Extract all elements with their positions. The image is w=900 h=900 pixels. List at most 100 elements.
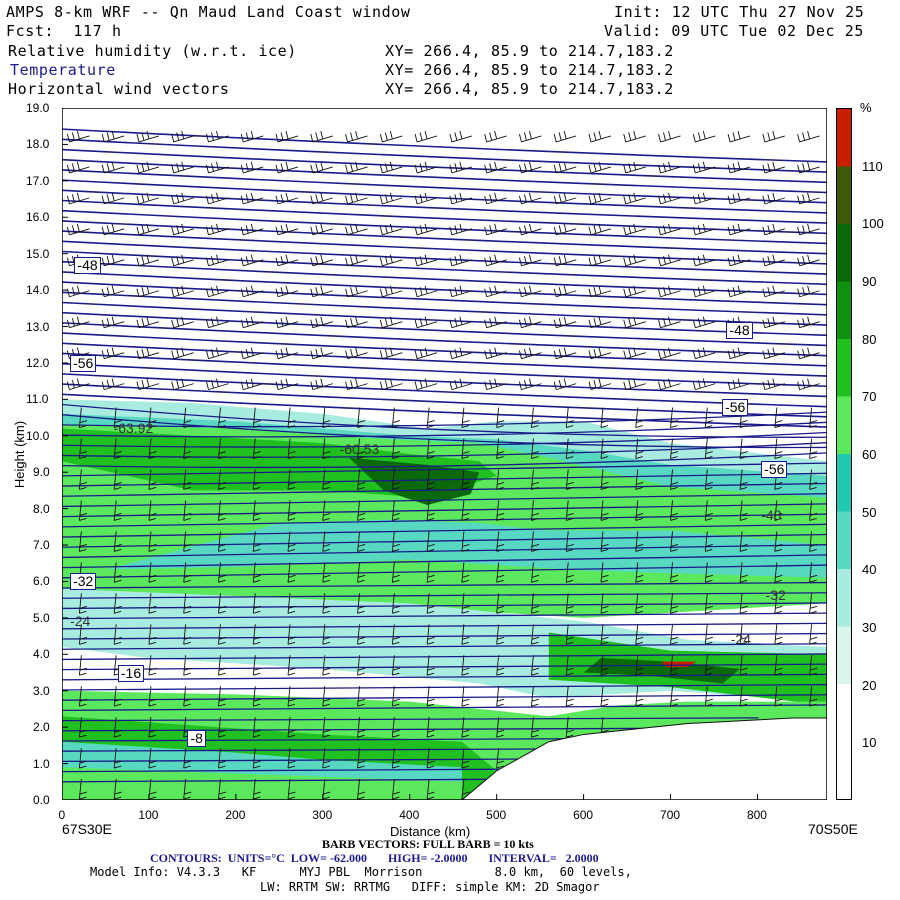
wind-barb — [322, 624, 331, 645]
wind-barb — [136, 130, 160, 143]
wind-barb — [727, 161, 751, 174]
wind-barb — [240, 347, 264, 360]
wind-barb — [704, 469, 713, 490]
colorbar — [836, 108, 852, 800]
wind-barb — [496, 593, 505, 614]
wind-barb — [762, 316, 785, 329]
temperature-contour — [62, 564, 827, 579]
wind-barb — [461, 655, 470, 676]
temperature-contour — [62, 128, 827, 163]
wind-barb — [588, 223, 612, 236]
wind-barb — [218, 500, 227, 521]
wind-barb — [449, 254, 473, 267]
wind-barb — [66, 161, 90, 174]
wind-barb — [252, 686, 261, 707]
y-tick-label: 13.0 — [26, 319, 50, 334]
wind-barb — [287, 655, 296, 676]
wind-barb — [275, 254, 299, 267]
wind-barb — [66, 285, 90, 298]
y-tick-label: 9.0 — [33, 465, 50, 480]
wind-barb — [218, 655, 227, 676]
wind-barb — [78, 438, 88, 459]
temperature-contour — [62, 533, 827, 548]
contour-label: -32 — [765, 587, 786, 604]
wind-barb — [322, 500, 331, 521]
wind-barb — [310, 316, 333, 329]
colorbar-tick-label: 10 — [862, 735, 877, 751]
wind-barb — [78, 407, 88, 429]
wind-barb — [449, 192, 473, 205]
wind-barb — [252, 779, 261, 800]
wind-barb — [449, 347, 473, 360]
wind-barb — [670, 500, 679, 521]
wind-barb — [287, 779, 296, 800]
contour-label: -8 — [187, 730, 206, 748]
wind-barb — [136, 254, 160, 267]
wind-barb — [809, 655, 818, 676]
wind-barb — [426, 655, 435, 676]
wind-barb — [797, 192, 820, 205]
wind-barb — [530, 717, 540, 738]
wind-barb — [310, 192, 333, 205]
wind-barb — [148, 593, 157, 614]
wind-barb — [113, 748, 122, 769]
wind-barb — [600, 407, 609, 429]
wind-barb — [530, 469, 540, 490]
wind-barb — [66, 223, 90, 236]
wind-barb — [623, 223, 646, 236]
temperature-contour — [62, 250, 827, 286]
wind-barb — [565, 686, 574, 707]
temperature-contour — [62, 311, 827, 347]
wind-barb — [496, 655, 505, 676]
wind-barb — [426, 686, 435, 707]
wind-barb — [275, 347, 299, 360]
wind-barb — [113, 438, 122, 459]
wind-barb — [553, 192, 577, 205]
wind-barb — [565, 407, 574, 429]
y-tick-label: 0.0 — [33, 793, 50, 807]
wind-barb — [287, 407, 296, 429]
wind-barb — [600, 686, 609, 707]
wind-barb — [113, 500, 122, 521]
wind-barb — [774, 407, 783, 429]
wind-barb — [553, 254, 577, 267]
wind-barb — [692, 316, 716, 329]
wind-barb — [183, 593, 192, 614]
field-name-temperature: Temperature — [10, 61, 116, 79]
wind-barb — [553, 130, 577, 143]
wind-barb — [183, 624, 192, 645]
colorbar-tick-label: 50 — [862, 504, 877, 520]
wind-barb — [658, 347, 681, 360]
wind-barb — [322, 686, 331, 707]
wind-barb — [414, 223, 438, 236]
wind-barb — [148, 717, 157, 738]
wind-barb — [148, 686, 157, 707]
wind-barb — [553, 347, 577, 360]
wind-barb — [762, 130, 785, 143]
wind-barb — [484, 378, 507, 391]
wind-barb — [101, 285, 125, 298]
temperature-contour — [62, 758, 607, 763]
wind-barb — [322, 438, 331, 459]
wind-barb — [101, 223, 125, 236]
wind-barb — [797, 316, 820, 329]
wind-barb — [218, 562, 227, 583]
x-tick-label: 800 — [746, 808, 767, 822]
contour-label: -48 — [74, 256, 101, 274]
wind-barb — [275, 223, 299, 236]
temperature-contour — [62, 523, 827, 538]
temperature-contour — [62, 727, 721, 732]
wind-barb — [240, 130, 264, 143]
wind-barb — [739, 593, 748, 614]
wind-barb — [496, 500, 505, 521]
contour-label: -56 — [722, 398, 749, 416]
temperature-contour — [62, 393, 827, 428]
wind-barb — [218, 531, 227, 552]
wind-barb — [496, 686, 505, 707]
wind-barb — [588, 316, 612, 329]
temperature-contour — [62, 673, 827, 681]
wind-barb — [357, 717, 366, 738]
wind-barb — [183, 500, 192, 521]
wind-barb — [171, 223, 194, 236]
wind-barb — [113, 717, 122, 738]
